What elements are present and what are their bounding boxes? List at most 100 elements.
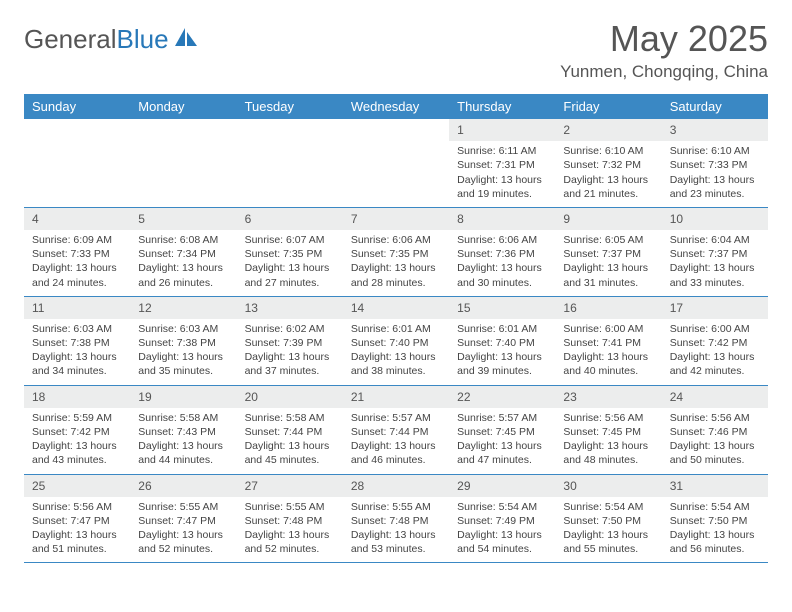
empty-cell bbox=[343, 119, 449, 207]
day-content: Sunrise: 5:59 AMSunset: 7:42 PMDaylight:… bbox=[24, 408, 130, 474]
day-content: Sunrise: 6:01 AMSunset: 7:40 PMDaylight:… bbox=[343, 319, 449, 385]
day-content: Sunrise: 5:58 AMSunset: 7:44 PMDaylight:… bbox=[237, 408, 343, 474]
logo-word-a: General bbox=[24, 24, 117, 54]
day-number: 21 bbox=[343, 386, 449, 408]
day-cell: 18Sunrise: 5:59 AMSunset: 7:42 PMDayligh… bbox=[24, 386, 130, 474]
day-cell: 9Sunrise: 6:05 AMSunset: 7:37 PMDaylight… bbox=[555, 208, 661, 296]
day-cell: 29Sunrise: 5:54 AMSunset: 7:49 PMDayligh… bbox=[449, 475, 555, 563]
calendar: SundayMondayTuesdayWednesdayThursdayFrid… bbox=[24, 94, 768, 563]
day-cell: 25Sunrise: 5:56 AMSunset: 7:47 PMDayligh… bbox=[24, 475, 130, 563]
day-content: Sunrise: 6:11 AMSunset: 7:31 PMDaylight:… bbox=[449, 141, 555, 207]
day-number: 13 bbox=[237, 297, 343, 319]
day-content: Sunrise: 5:56 AMSunset: 7:46 PMDaylight:… bbox=[662, 408, 768, 474]
weekday-saturday: Saturday bbox=[662, 94, 768, 119]
day-number: 4 bbox=[24, 208, 130, 230]
day-cell: 1Sunrise: 6:11 AMSunset: 7:31 PMDaylight… bbox=[449, 119, 555, 207]
day-content: Sunrise: 5:57 AMSunset: 7:45 PMDaylight:… bbox=[449, 408, 555, 474]
day-number: 19 bbox=[130, 386, 236, 408]
day-cell: 7Sunrise: 6:06 AMSunset: 7:35 PMDaylight… bbox=[343, 208, 449, 296]
location: Yunmen, Chongqing, China bbox=[560, 62, 768, 82]
day-number: 22 bbox=[449, 386, 555, 408]
logo-word-b: Blue bbox=[117, 24, 169, 54]
day-cell: 12Sunrise: 6:03 AMSunset: 7:38 PMDayligh… bbox=[130, 297, 236, 385]
day-content: Sunrise: 5:56 AMSunset: 7:45 PMDaylight:… bbox=[555, 408, 661, 474]
day-content: Sunrise: 6:01 AMSunset: 7:40 PMDaylight:… bbox=[449, 319, 555, 385]
day-number: 30 bbox=[555, 475, 661, 497]
week-row: 4Sunrise: 6:09 AMSunset: 7:33 PMDaylight… bbox=[24, 208, 768, 297]
sail-icon bbox=[173, 26, 199, 53]
day-cell: 13Sunrise: 6:02 AMSunset: 7:39 PMDayligh… bbox=[237, 297, 343, 385]
day-number: 29 bbox=[449, 475, 555, 497]
weekday-tuesday: Tuesday bbox=[237, 94, 343, 119]
weekday-header: SundayMondayTuesdayWednesdayThursdayFrid… bbox=[24, 94, 768, 119]
day-content: Sunrise: 6:10 AMSunset: 7:32 PMDaylight:… bbox=[555, 141, 661, 207]
day-content: Sunrise: 6:04 AMSunset: 7:37 PMDaylight:… bbox=[662, 230, 768, 296]
day-cell: 10Sunrise: 6:04 AMSunset: 7:37 PMDayligh… bbox=[662, 208, 768, 296]
day-content: Sunrise: 6:07 AMSunset: 7:35 PMDaylight:… bbox=[237, 230, 343, 296]
day-number: 26 bbox=[130, 475, 236, 497]
day-number: 9 bbox=[555, 208, 661, 230]
day-number: 23 bbox=[555, 386, 661, 408]
day-number: 10 bbox=[662, 208, 768, 230]
day-number: 17 bbox=[662, 297, 768, 319]
day-content: Sunrise: 5:58 AMSunset: 7:43 PMDaylight:… bbox=[130, 408, 236, 474]
day-cell: 14Sunrise: 6:01 AMSunset: 7:40 PMDayligh… bbox=[343, 297, 449, 385]
day-number: 6 bbox=[237, 208, 343, 230]
day-cell: 26Sunrise: 5:55 AMSunset: 7:47 PMDayligh… bbox=[130, 475, 236, 563]
day-content: Sunrise: 5:56 AMSunset: 7:47 PMDaylight:… bbox=[24, 497, 130, 563]
day-number: 12 bbox=[130, 297, 236, 319]
day-content: Sunrise: 5:54 AMSunset: 7:49 PMDaylight:… bbox=[449, 497, 555, 563]
day-number: 5 bbox=[130, 208, 236, 230]
day-content: Sunrise: 5:54 AMSunset: 7:50 PMDaylight:… bbox=[555, 497, 661, 563]
day-content: Sunrise: 6:02 AMSunset: 7:39 PMDaylight:… bbox=[237, 319, 343, 385]
day-cell: 24Sunrise: 5:56 AMSunset: 7:46 PMDayligh… bbox=[662, 386, 768, 474]
day-content: Sunrise: 6:00 AMSunset: 7:41 PMDaylight:… bbox=[555, 319, 661, 385]
day-content: Sunrise: 6:10 AMSunset: 7:33 PMDaylight:… bbox=[662, 141, 768, 207]
day-cell: 19Sunrise: 5:58 AMSunset: 7:43 PMDayligh… bbox=[130, 386, 236, 474]
day-cell: 16Sunrise: 6:00 AMSunset: 7:41 PMDayligh… bbox=[555, 297, 661, 385]
day-content: Sunrise: 6:00 AMSunset: 7:42 PMDaylight:… bbox=[662, 319, 768, 385]
day-cell: 17Sunrise: 6:00 AMSunset: 7:42 PMDayligh… bbox=[662, 297, 768, 385]
weeks-container: 1Sunrise: 6:11 AMSunset: 7:31 PMDaylight… bbox=[24, 119, 768, 563]
day-content: Sunrise: 6:03 AMSunset: 7:38 PMDaylight:… bbox=[24, 319, 130, 385]
day-cell: 23Sunrise: 5:56 AMSunset: 7:45 PMDayligh… bbox=[555, 386, 661, 474]
day-cell: 22Sunrise: 5:57 AMSunset: 7:45 PMDayligh… bbox=[449, 386, 555, 474]
day-number: 1 bbox=[449, 119, 555, 141]
day-number: 31 bbox=[662, 475, 768, 497]
week-row: 11Sunrise: 6:03 AMSunset: 7:38 PMDayligh… bbox=[24, 297, 768, 386]
day-number: 2 bbox=[555, 119, 661, 141]
day-cell: 15Sunrise: 6:01 AMSunset: 7:40 PMDayligh… bbox=[449, 297, 555, 385]
weekday-thursday: Thursday bbox=[449, 94, 555, 119]
day-number: 15 bbox=[449, 297, 555, 319]
day-number: 16 bbox=[555, 297, 661, 319]
week-row: 1Sunrise: 6:11 AMSunset: 7:31 PMDaylight… bbox=[24, 119, 768, 208]
empty-cell bbox=[237, 119, 343, 207]
day-cell: 3Sunrise: 6:10 AMSunset: 7:33 PMDaylight… bbox=[662, 119, 768, 207]
day-content: Sunrise: 5:54 AMSunset: 7:50 PMDaylight:… bbox=[662, 497, 768, 563]
day-content: Sunrise: 6:08 AMSunset: 7:34 PMDaylight:… bbox=[130, 230, 236, 296]
day-cell: 4Sunrise: 6:09 AMSunset: 7:33 PMDaylight… bbox=[24, 208, 130, 296]
day-cell: 5Sunrise: 6:08 AMSunset: 7:34 PMDaylight… bbox=[130, 208, 236, 296]
logo: GeneralBlue bbox=[24, 24, 199, 55]
day-number: 20 bbox=[237, 386, 343, 408]
weekday-sunday: Sunday bbox=[24, 94, 130, 119]
day-cell: 30Sunrise: 5:54 AMSunset: 7:50 PMDayligh… bbox=[555, 475, 661, 563]
day-content: Sunrise: 6:05 AMSunset: 7:37 PMDaylight:… bbox=[555, 230, 661, 296]
title-block: May 2025 Yunmen, Chongqing, China bbox=[560, 18, 768, 82]
day-content: Sunrise: 5:57 AMSunset: 7:44 PMDaylight:… bbox=[343, 408, 449, 474]
day-number: 14 bbox=[343, 297, 449, 319]
day-content: Sunrise: 6:03 AMSunset: 7:38 PMDaylight:… bbox=[130, 319, 236, 385]
day-content: Sunrise: 5:55 AMSunset: 7:48 PMDaylight:… bbox=[343, 497, 449, 563]
day-cell: 11Sunrise: 6:03 AMSunset: 7:38 PMDayligh… bbox=[24, 297, 130, 385]
week-row: 18Sunrise: 5:59 AMSunset: 7:42 PMDayligh… bbox=[24, 386, 768, 475]
weekday-friday: Friday bbox=[555, 94, 661, 119]
day-cell: 20Sunrise: 5:58 AMSunset: 7:44 PMDayligh… bbox=[237, 386, 343, 474]
month-title: May 2025 bbox=[560, 18, 768, 60]
day-number: 7 bbox=[343, 208, 449, 230]
day-number: 25 bbox=[24, 475, 130, 497]
day-cell: 27Sunrise: 5:55 AMSunset: 7:48 PMDayligh… bbox=[237, 475, 343, 563]
empty-cell bbox=[130, 119, 236, 207]
day-content: Sunrise: 6:06 AMSunset: 7:35 PMDaylight:… bbox=[343, 230, 449, 296]
day-number: 24 bbox=[662, 386, 768, 408]
day-number: 28 bbox=[343, 475, 449, 497]
